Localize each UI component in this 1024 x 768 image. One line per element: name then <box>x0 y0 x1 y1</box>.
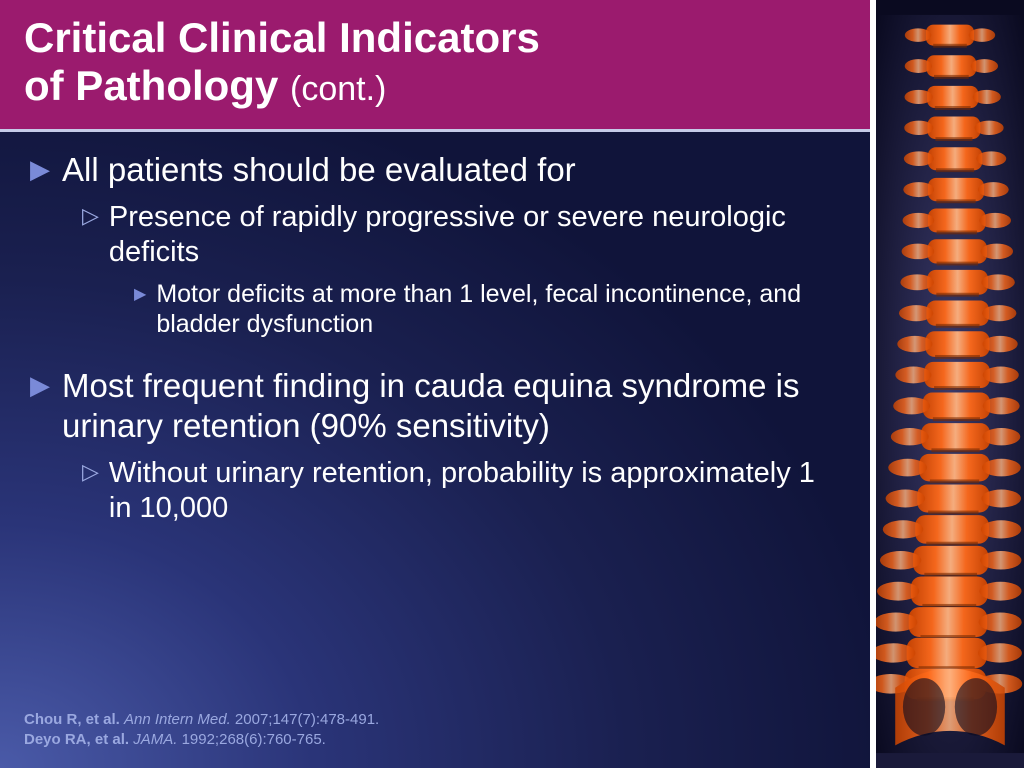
bullet-text: Most frequent finding in cauda equina sy… <box>62 366 840 447</box>
bullet-arrow-icon: ▶ <box>30 370 50 447</box>
bullet-text: Without urinary retention, probability i… <box>109 456 840 527</box>
bullet-arrow-outline-icon: ▷ <box>82 459 99 527</box>
bullet-item: ▷ Without urinary retention, probability… <box>82 456 840 527</box>
references: Chou R, et al. Ann Intern Med. 2007;147(… <box>24 710 379 751</box>
spacer <box>30 348 840 366</box>
bullet-item: ▶ All patients should be evaluated for <box>30 150 840 190</box>
ref-authors: Chou R, et al. <box>24 711 120 728</box>
bullet-item: ▷ Presence of rapidly progressive or sev… <box>82 200 840 271</box>
bullet-arrow-icon: ▶ <box>134 284 146 340</box>
side-image-panel <box>870 0 1024 768</box>
main-panel: Critical Clinical Indicators of Patholog… <box>0 0 870 768</box>
bullet-text: All patients should be evaluated for <box>62 150 576 190</box>
content-area: ▶ All patients should be evaluated for ▷… <box>0 132 870 768</box>
title-line1: Critical Clinical Indicators <box>24 14 540 61</box>
title-bar: Critical Clinical Indicators of Patholog… <box>0 0 870 132</box>
slide-title: Critical Clinical Indicators of Patholog… <box>24 14 846 111</box>
bullet-text: Presence of rapidly progressive or sever… <box>109 200 840 271</box>
ref-citation: 1992;268(6):760-765. <box>182 731 326 748</box>
title-line2-main: of Pathology <box>24 62 278 109</box>
spine-illustration-icon <box>876 0 1024 768</box>
bullet-item: ▶ Motor deficits at more than 1 level, f… <box>134 279 840 340</box>
reference-line: Deyo RA, et al. JAMA. 1992;268(6):760-76… <box>24 730 379 750</box>
ref-journal: Ann Intern Med. <box>124 711 231 728</box>
bullet-text: Motor deficits at more than 1 level, fec… <box>156 279 840 340</box>
reference-line: Chou R, et al. Ann Intern Med. 2007;147(… <box>24 710 379 730</box>
bullet-item: ▶ Most frequent finding in cauda equina … <box>30 366 840 447</box>
ref-authors: Deyo RA, et al. <box>24 731 129 748</box>
bullet-arrow-icon: ▶ <box>30 154 50 190</box>
title-cont: (cont.) <box>290 70 386 108</box>
bullet-arrow-outline-icon: ▷ <box>82 203 99 271</box>
ref-citation: 2007;147(7):478-491. <box>235 711 379 728</box>
ref-journal: JAMA. <box>133 731 177 748</box>
